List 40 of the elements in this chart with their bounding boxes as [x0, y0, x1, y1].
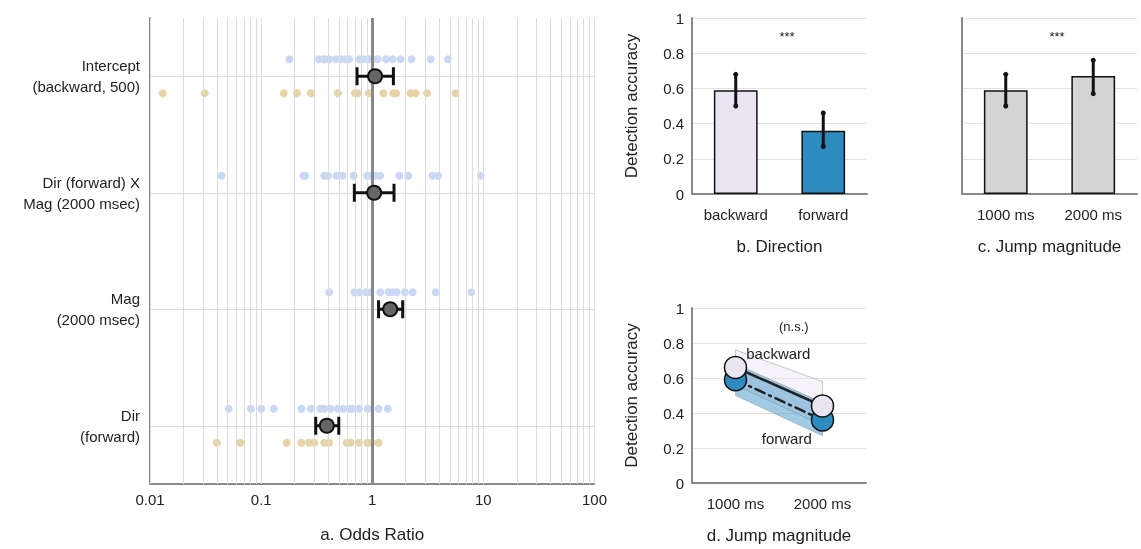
y-axis-title: Detection accuracy — [622, 33, 641, 179]
x-tick-label: 2000 ms — [793, 495, 852, 512]
y-tick-label: 0.8 — [663, 334, 684, 352]
x-axis-title: b. Direction — [736, 237, 823, 256]
x-tick-label: 100 — [581, 491, 607, 508]
x-tick-label: 0.01 — [135, 491, 165, 508]
x-tick-label: backward — [703, 206, 768, 223]
annotation: (n.s.) — [778, 319, 809, 334]
annotation: *** — [1049, 29, 1065, 44]
x-tick-label: 0.1 — [250, 491, 272, 508]
point — [810, 394, 835, 418]
y-tick-label: Dir (forward) X Mag (2000 msec) — [23, 173, 140, 212]
x-tick-label: 1000 ms — [976, 206, 1035, 223]
y-tick-label: 0.6 — [663, 79, 684, 97]
point — [723, 355, 748, 380]
y-tick-label: 0 — [675, 474, 684, 492]
y-tick-label: 0.2 — [663, 150, 684, 168]
y-tick-label: 0.8 — [663, 44, 684, 62]
x-tick-label: 1000 ms — [706, 495, 765, 512]
y-tick-label: Mag (2000 msec) — [56, 290, 140, 329]
y-axis-title: Detection accuracy — [622, 322, 641, 468]
x-tick-label: 10 — [475, 491, 492, 508]
x-tick-label: forward — [798, 206, 849, 223]
y-tick-label: 0.2 — [663, 439, 684, 457]
x-tick-label: 1 — [368, 491, 377, 508]
series-label: forward — [761, 429, 812, 447]
x-axis-title: a. Odds Ratio — [320, 525, 425, 544]
y-tick-label: Intercept (backward, 500) — [32, 57, 141, 96]
y-tick-label: 0 — [675, 185, 684, 203]
x-tick-label: 2000 ms — [1064, 206, 1123, 223]
y-tick-label: 0.6 — [663, 369, 684, 387]
annotation: *** — [779, 29, 795, 44]
y-tick-label: Dir (forward) — [79, 406, 140, 445]
y-tick-label: 0.4 — [663, 115, 684, 133]
series-label: backward — [746, 345, 811, 362]
y-tick-label: 0.4 — [663, 404, 684, 422]
x-axis-title: c. Jump magnitude — [977, 237, 1122, 256]
x-axis-title: d. Jump magnitude — [706, 526, 852, 545]
y-tick-label: 1 — [675, 9, 684, 27]
y-tick-label: 1 — [675, 299, 684, 317]
